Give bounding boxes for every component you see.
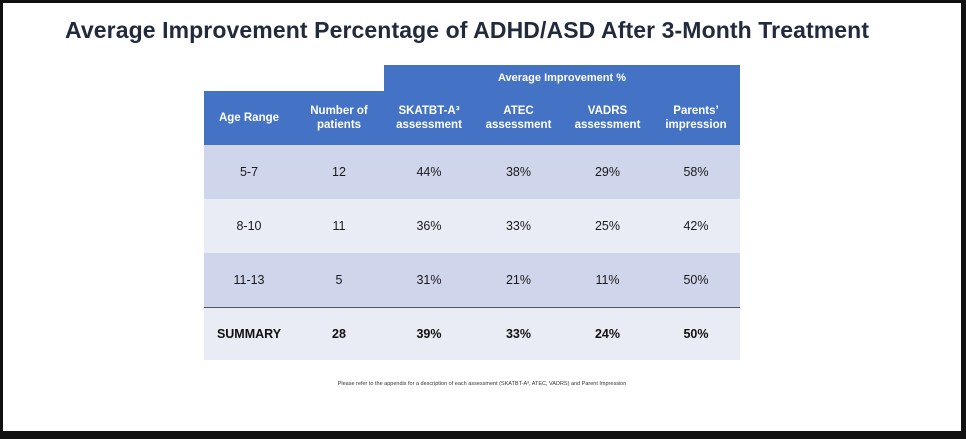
header-vadrs-assessment: VADRS assessment bbox=[574, 105, 641, 131]
summary-vadrs: 24% bbox=[594, 327, 621, 341]
slide: Average Improvement Percentage of ADHD/A… bbox=[3, 3, 961, 431]
cell-parents: 50% bbox=[683, 273, 709, 287]
page-title: Average Improvement Percentage of ADHD/A… bbox=[65, 17, 870, 43]
header-skatbt-assessment: SKATBT-A³ assessment bbox=[396, 105, 462, 131]
cell-age-range: 8-10 bbox=[236, 219, 262, 233]
cell-skatbt: 36% bbox=[416, 219, 442, 233]
cell-parents: 42% bbox=[683, 219, 709, 233]
cell-patients: 5 bbox=[335, 273, 343, 287]
summary-row: SUMMARY 28 39% 33% 24% 50% bbox=[204, 307, 740, 360]
header-number-of-patients: Number of patients bbox=[310, 105, 368, 131]
cell-atec: 21% bbox=[505, 273, 532, 287]
improvement-table: Average Improvement % Age Range Number o… bbox=[204, 65, 740, 360]
table-row: 8-10 11 36% 33% 25% 42% bbox=[204, 199, 740, 253]
cell-patients: 11 bbox=[332, 219, 346, 233]
cell-skatbt: 31% bbox=[416, 273, 442, 287]
cell-age-range: 11-13 bbox=[233, 273, 265, 287]
summary-label: SUMMARY bbox=[216, 327, 282, 341]
cell-parents: 58% bbox=[683, 165, 709, 179]
header-row: Age Range Number of patients SKATBT-A³ a… bbox=[204, 91, 740, 145]
group-header-row: Average Improvement % bbox=[204, 65, 740, 91]
cell-atec: 33% bbox=[505, 219, 532, 233]
cell-atec: 38% bbox=[505, 165, 532, 179]
summary-patients: 28 bbox=[332, 327, 346, 341]
summary-skatbt: 39% bbox=[416, 327, 442, 341]
cell-vadrs: 29% bbox=[594, 165, 621, 179]
cell-vadrs: 11% bbox=[595, 273, 620, 287]
cell-age-range: 5-7 bbox=[239, 165, 259, 179]
header-age-range: Age Range bbox=[218, 112, 280, 124]
footnote: Please refer to the appendix for a descr… bbox=[337, 381, 627, 387]
header-atec-assessment: ATEC assessment bbox=[485, 105, 552, 131]
cell-skatbt: 44% bbox=[416, 165, 442, 179]
cell-patients: 12 bbox=[332, 165, 346, 179]
table-row: 11-13 5 31% 21% 11% 50% bbox=[204, 253, 740, 307]
summary-atec: 33% bbox=[505, 327, 532, 341]
table-row: 5-7 12 44% 38% 29% 58% bbox=[204, 145, 740, 199]
summary-parents: 50% bbox=[683, 327, 709, 341]
cell-vadrs: 25% bbox=[594, 219, 621, 233]
group-header: Average Improvement % bbox=[384, 65, 740, 91]
header-parents-impression: Parents’ impression bbox=[665, 105, 727, 131]
